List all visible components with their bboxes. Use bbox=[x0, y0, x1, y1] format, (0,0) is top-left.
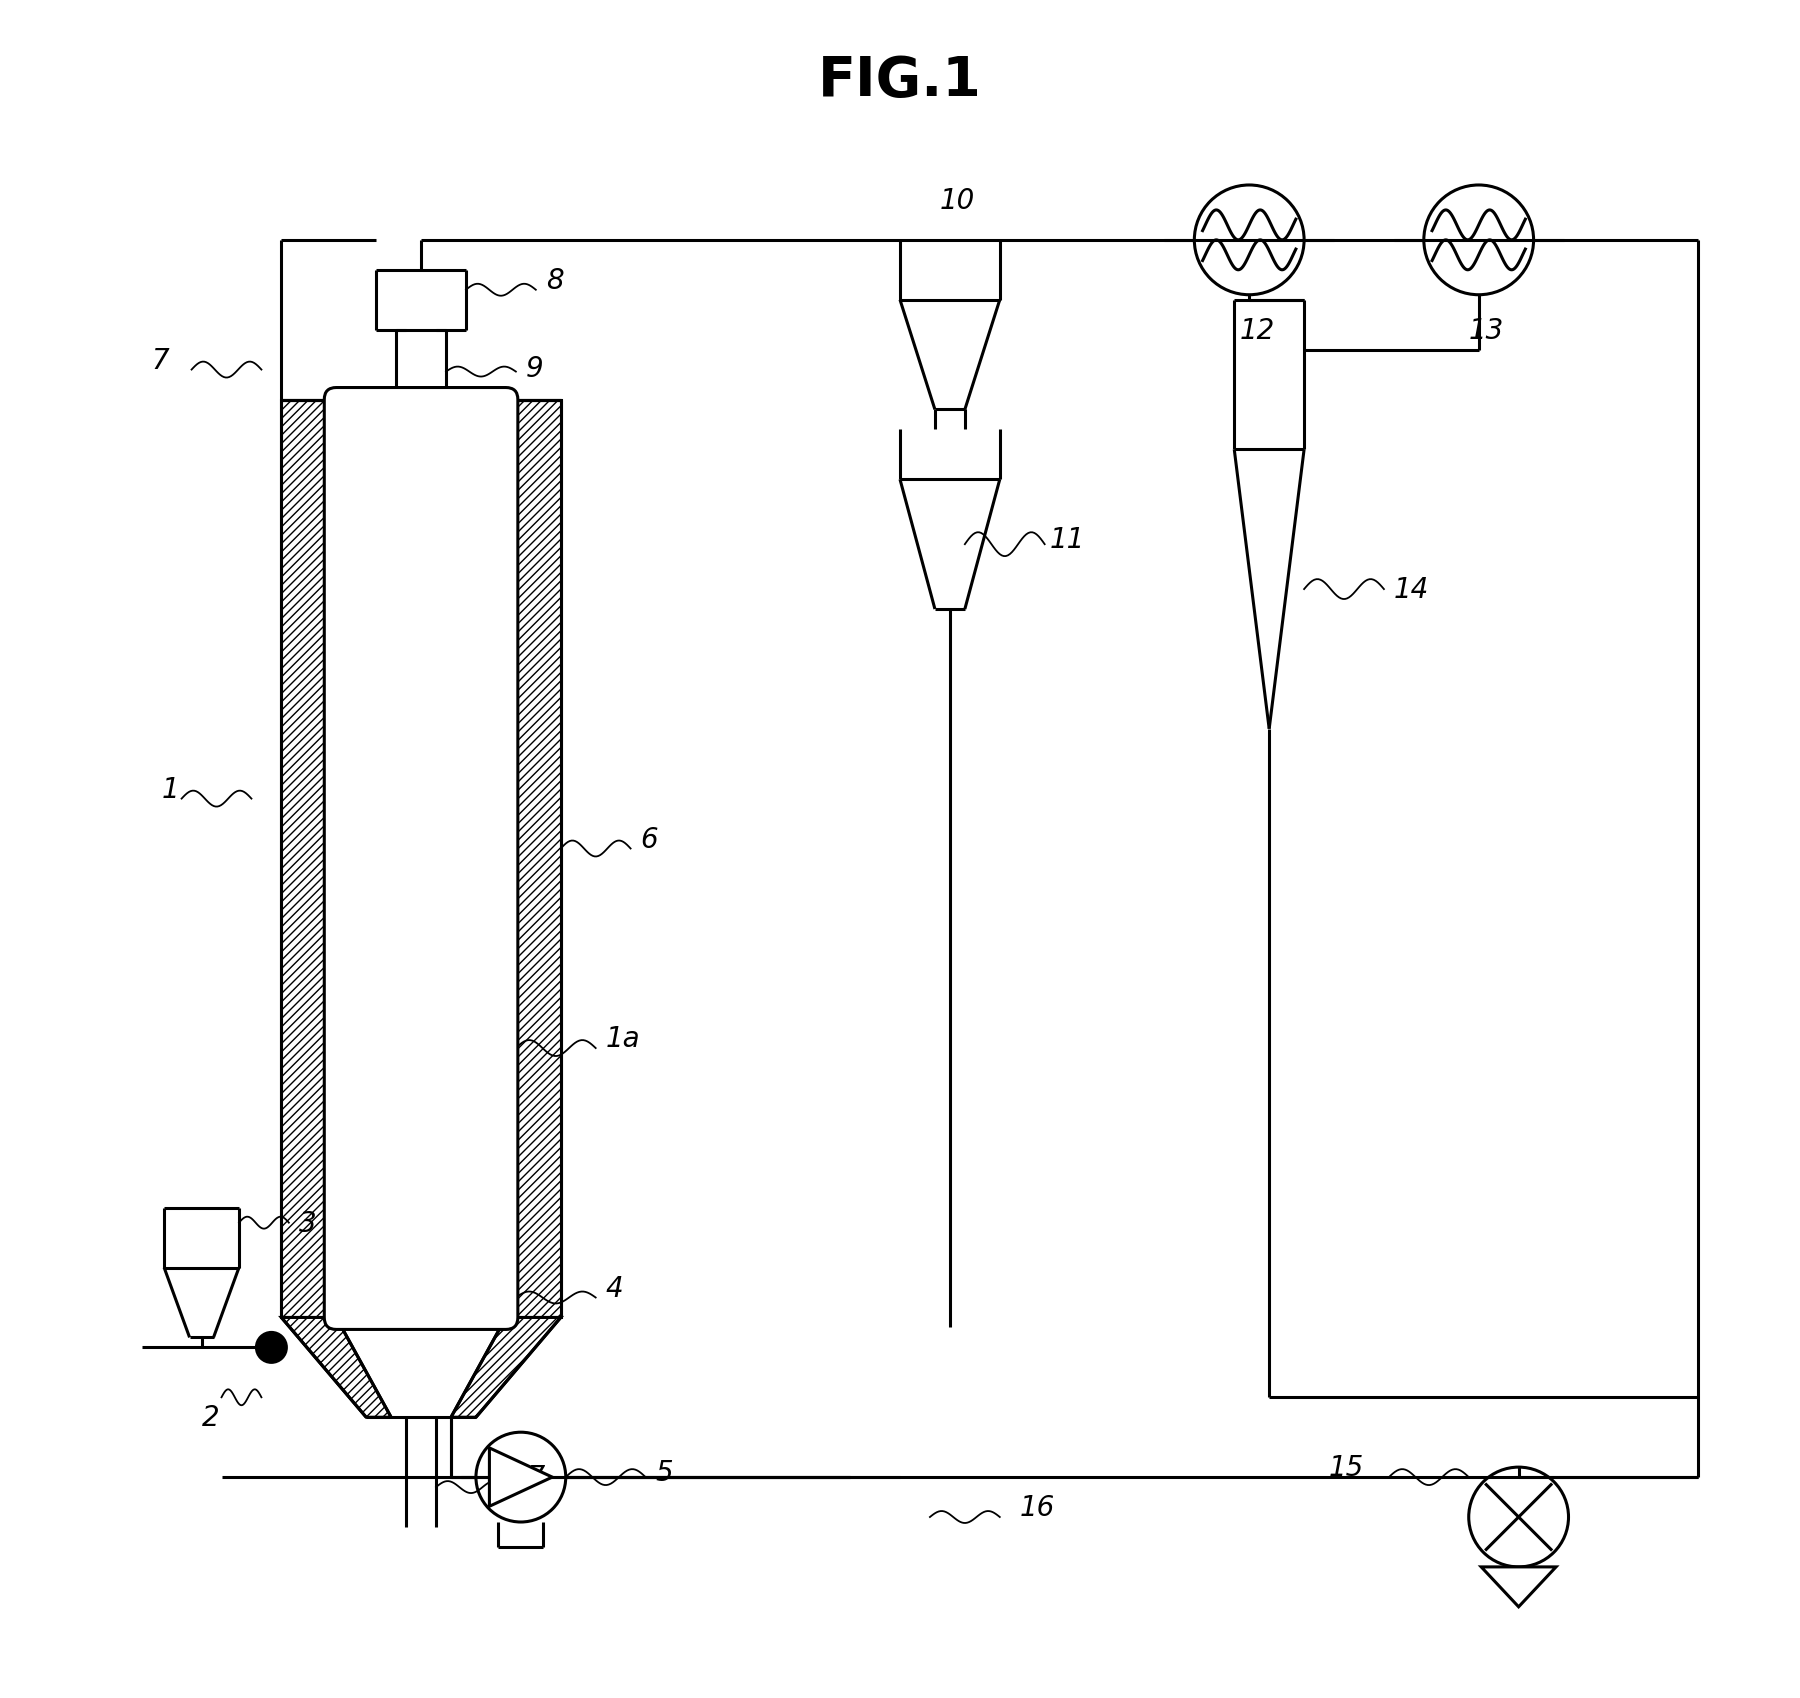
Text: 12: 12 bbox=[1238, 316, 1274, 345]
FancyBboxPatch shape bbox=[324, 389, 518, 1330]
Text: FIG.1: FIG.1 bbox=[817, 54, 983, 109]
Text: 5: 5 bbox=[655, 1459, 673, 1486]
Text: 17: 17 bbox=[511, 1464, 545, 1491]
Text: 8: 8 bbox=[545, 267, 563, 294]
Polygon shape bbox=[506, 401, 562, 1318]
Text: 9: 9 bbox=[526, 355, 544, 382]
Polygon shape bbox=[281, 401, 337, 1318]
Text: 13: 13 bbox=[1469, 316, 1505, 345]
Polygon shape bbox=[452, 1318, 562, 1418]
Text: 6: 6 bbox=[641, 825, 659, 852]
Text: 2: 2 bbox=[202, 1404, 220, 1431]
Text: 7: 7 bbox=[151, 346, 169, 374]
Text: 16: 16 bbox=[1021, 1493, 1055, 1521]
Polygon shape bbox=[1481, 1567, 1555, 1606]
Text: 4: 4 bbox=[605, 1274, 623, 1302]
Text: 3: 3 bbox=[299, 1209, 317, 1236]
Bar bbox=[337, 401, 506, 1318]
Circle shape bbox=[256, 1333, 286, 1362]
Text: 1: 1 bbox=[162, 776, 180, 803]
Text: 11: 11 bbox=[1049, 526, 1085, 554]
Polygon shape bbox=[490, 1448, 553, 1506]
Text: 1a: 1a bbox=[605, 1024, 641, 1053]
Text: 10: 10 bbox=[940, 187, 976, 216]
Text: 14: 14 bbox=[1393, 576, 1429, 604]
Text: 15: 15 bbox=[1328, 1453, 1364, 1481]
Polygon shape bbox=[281, 1318, 391, 1418]
